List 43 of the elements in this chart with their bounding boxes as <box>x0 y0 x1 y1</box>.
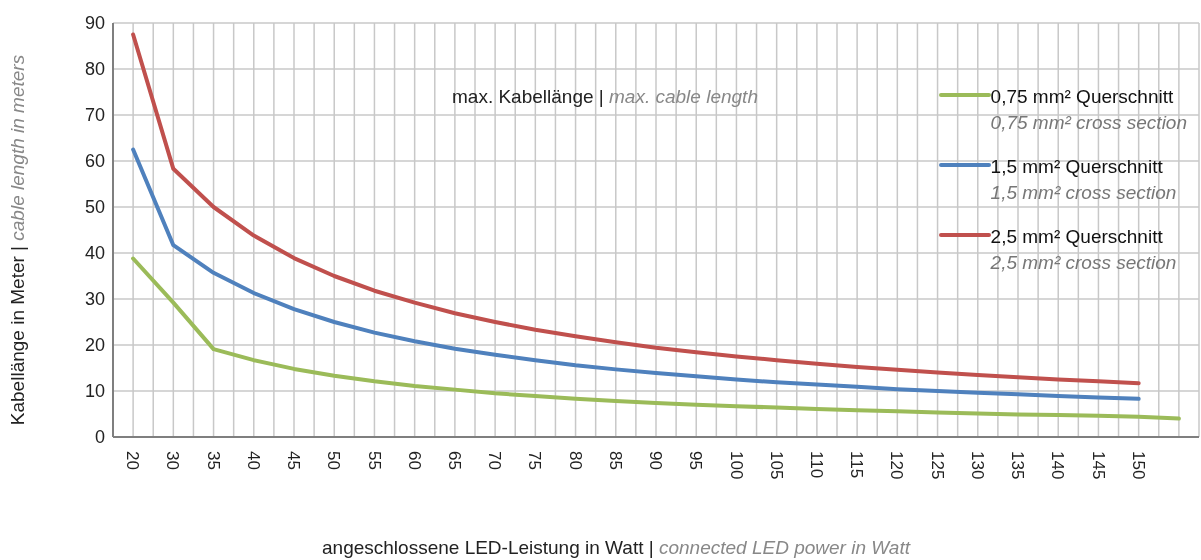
y-tick-label: 40 <box>84 243 105 264</box>
legend-label: 1,5 mm² Querschnitt 1,5 mm² cross section <box>990 155 1177 205</box>
x-tick-label: 95 <box>686 451 706 470</box>
y-tick-label: 30 <box>84 289 105 310</box>
x-tick-label: 125 <box>927 451 947 480</box>
x-tick-label: 110 <box>806 451 826 479</box>
text: max. Kabellänge | max. cable length <box>452 86 758 107</box>
legend-label: 0,75 mm² Querschnitt 0,75 mm² cross section <box>990 85 1187 135</box>
x-tick-label: 105 <box>766 451 786 480</box>
x-tick-label: 50 <box>324 451 344 470</box>
x-tick-label: 115 <box>847 451 867 479</box>
y-tick-label: 50 <box>84 197 105 218</box>
x-tick-label: 145 <box>1088 451 1108 480</box>
y-tick-label: 60 <box>84 151 105 172</box>
x-tick-label: 150 <box>1128 451 1148 480</box>
x-tick-label: 135 <box>1008 451 1028 480</box>
x-tick-label: 120 <box>887 451 907 480</box>
x-axis-title: angeschlossene LED-Leistung in Watt | connected LED power in Watt <box>322 537 911 558</box>
x-tick-label: 100 <box>726 451 746 480</box>
x-tick-label: 80 <box>565 451 585 470</box>
legend-label: 2,5 mm² Querschnitt 2,5 mm² cross section <box>990 225 1177 275</box>
y-tick-label: 90 <box>84 13 105 34</box>
x-tick-label: 85 <box>605 451 625 470</box>
x-tick-label: 35 <box>203 451 223 470</box>
y-axis-title: Kabellänge in Meter | cable length in meters <box>7 54 28 426</box>
x-tick-label: 75 <box>525 451 545 470</box>
x-tick-label: 140 <box>1048 451 1068 480</box>
x-tick-label: 55 <box>364 451 384 470</box>
x-tick-label: 65 <box>444 451 464 470</box>
x-tick-label: 30 <box>163 451 183 470</box>
x-tick-label: 130 <box>967 451 987 480</box>
line-series <box>131 256 1181 421</box>
x-tick-label: 70 <box>485 451 505 470</box>
x-tick-label: 40 <box>243 451 263 470</box>
x-tick-label: 60 <box>404 451 424 470</box>
y-tick-label: 20 <box>84 335 105 356</box>
y-tick-label: 0 <box>94 427 105 448</box>
y-tick-label: 10 <box>84 381 105 402</box>
y-tick-label: 70 <box>84 105 105 126</box>
x-tick-label: 20 <box>123 451 143 470</box>
y-tick-label: 80 <box>84 59 105 80</box>
x-tick-label: 90 <box>646 451 666 470</box>
x-tick-label: 45 <box>284 451 304 470</box>
